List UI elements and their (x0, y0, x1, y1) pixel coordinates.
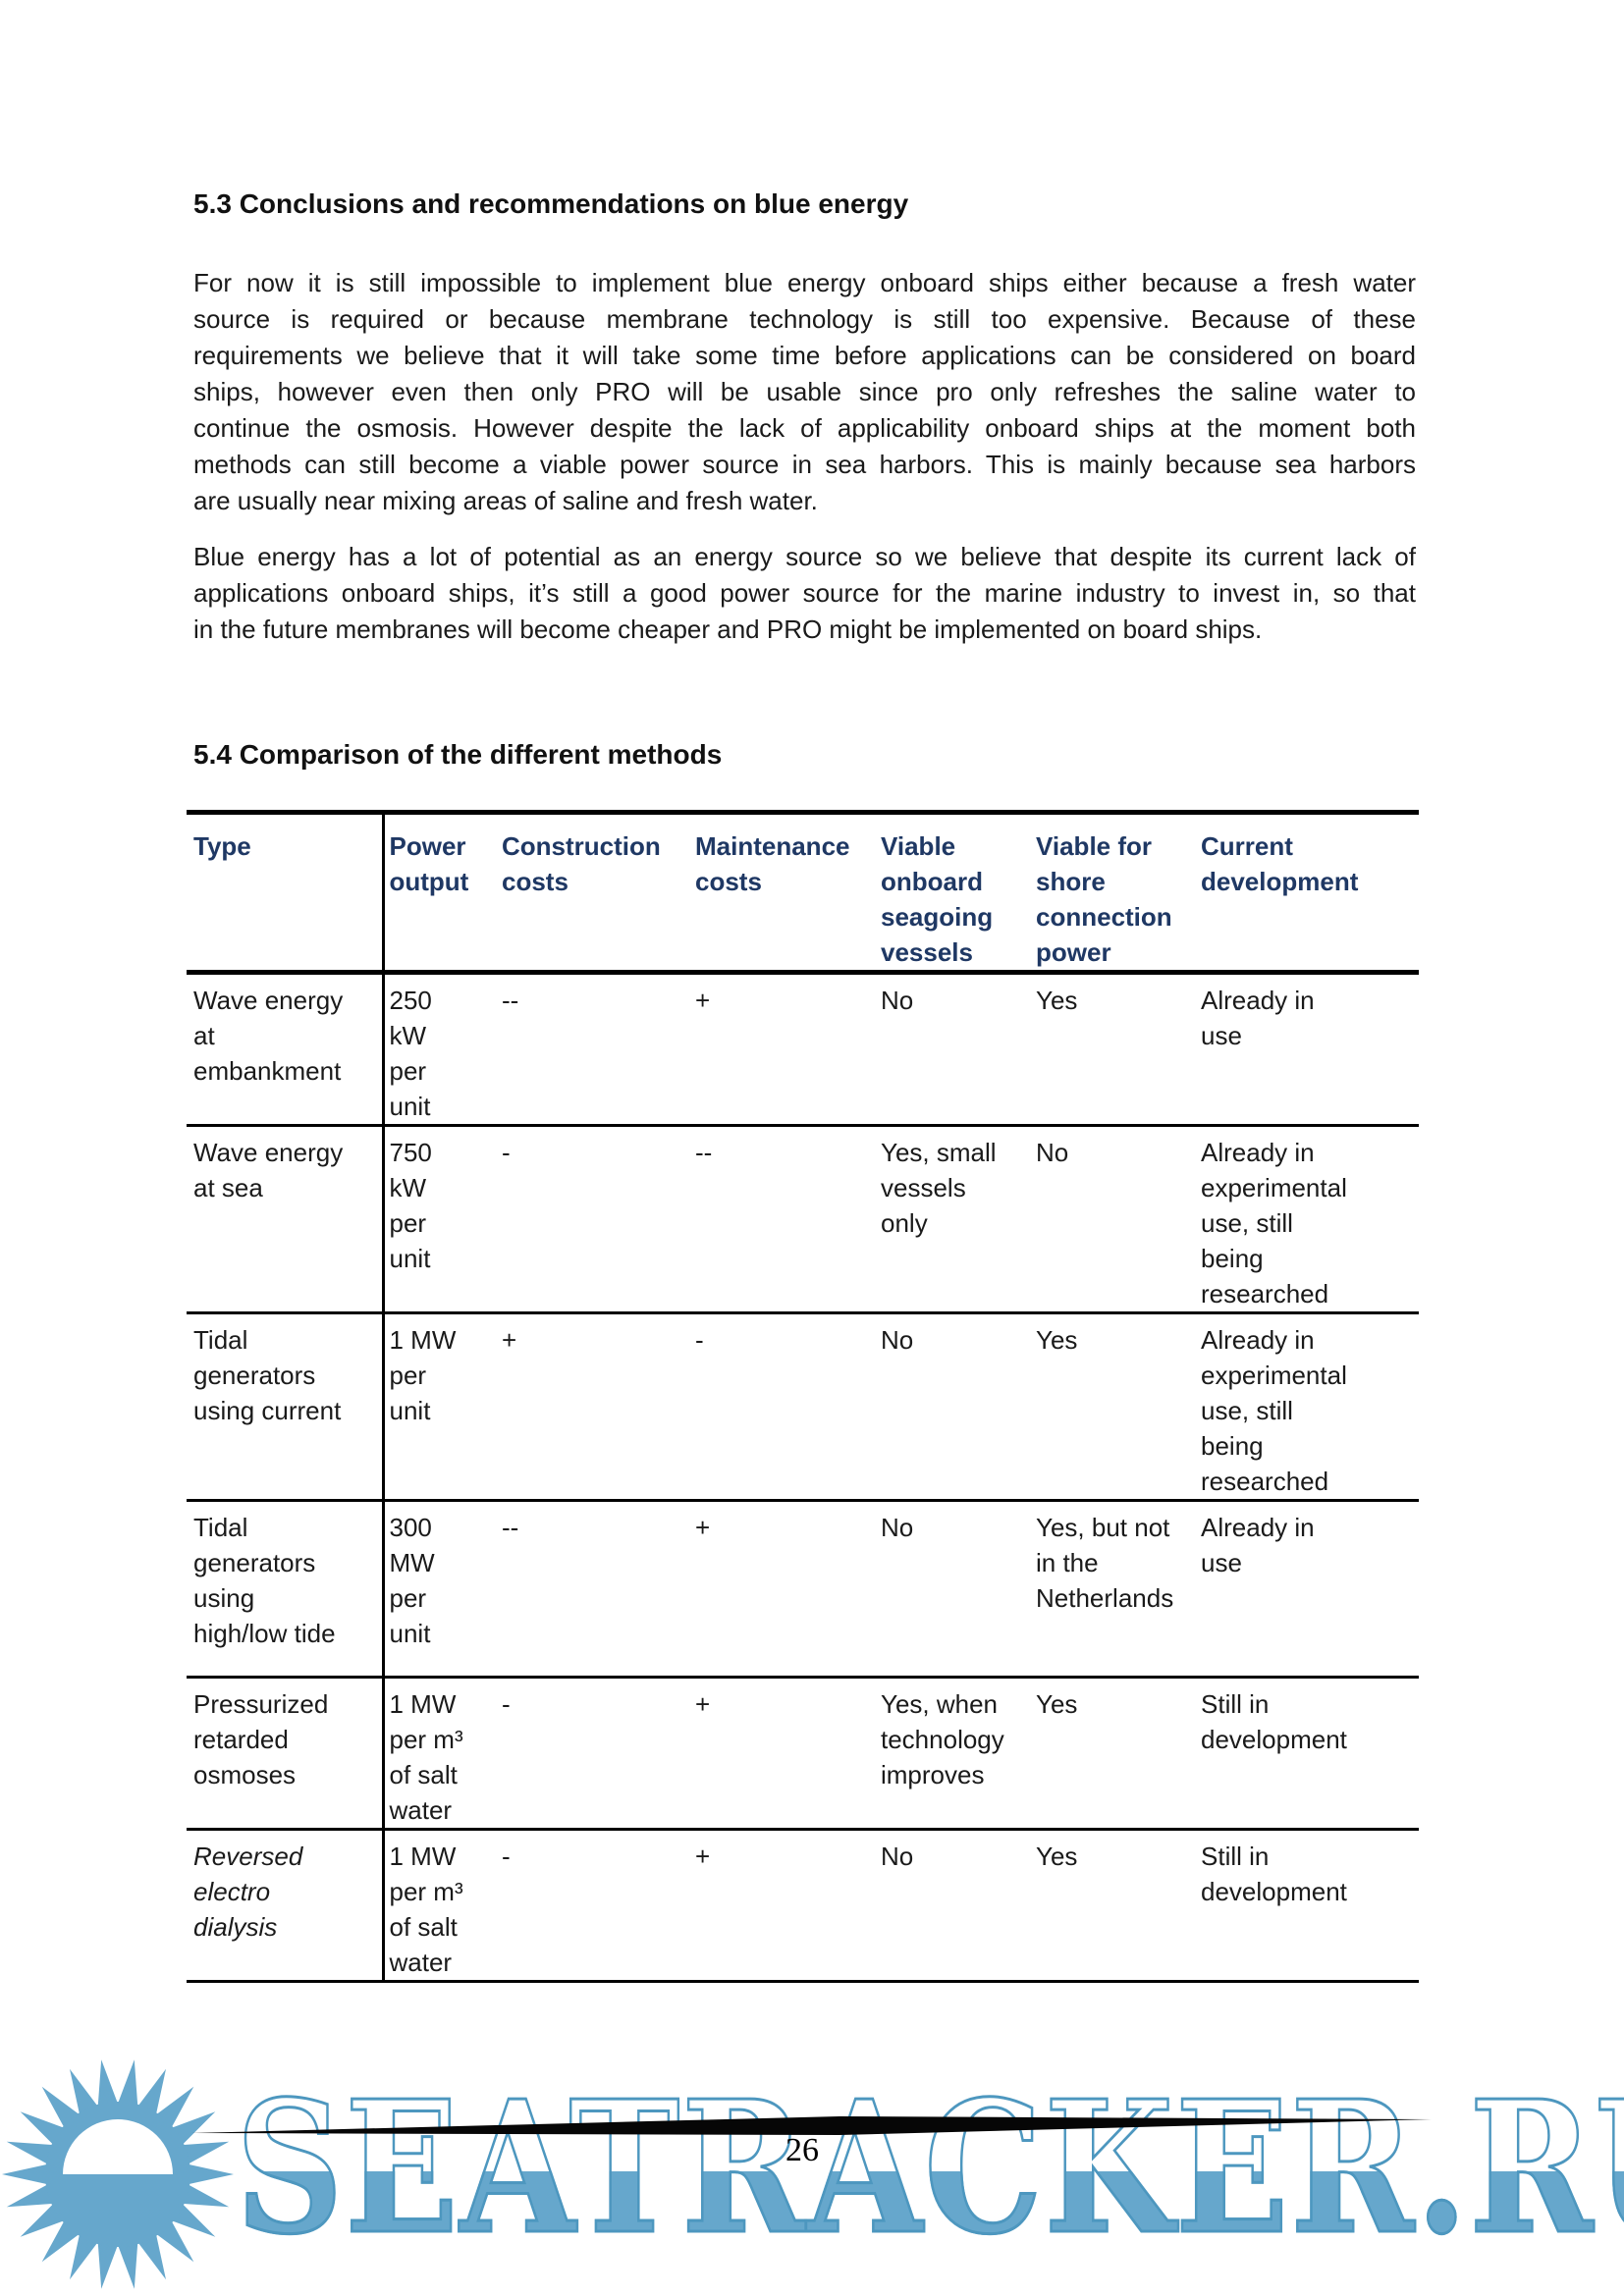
table-cell: Yes (1026, 972, 1201, 1127)
paragraph-2: Blue energy has a lot of potential as an… (193, 539, 1416, 648)
table-cell: No (874, 1312, 1026, 1502)
table-row: Wave energy at embankment 250 kW per uni… (187, 972, 1419, 1127)
sun-logo (2, 2059, 234, 2289)
sun-dome-icon (63, 2119, 173, 2174)
table-cell: - (502, 1677, 695, 1831)
table-row: Wave energy at sea 750 kW per unit - -- … (187, 1125, 1419, 1314)
table-cell: Still in development (1201, 1829, 1419, 1983)
table-cell: No (874, 1500, 1026, 1679)
header-viable-onboard: Viable onboard seagoing vessels (874, 812, 1026, 975)
paragraph-line: requirements we believe that it will tak… (193, 341, 1416, 370)
sun-rays-icon (2, 2059, 234, 2289)
table-cell: Pressurized retarded osmoses (187, 1677, 385, 1831)
table-cell: Tidal generators using high/low tide (187, 1500, 385, 1679)
paragraph-1: For now it is still impossible to implem… (193, 265, 1416, 519)
table-cell: No (1026, 1125, 1201, 1314)
page-number: 26 (785, 2132, 819, 2168)
table-cell: 250 kW per unit (383, 972, 502, 1127)
table-cell: Still in development (1201, 1677, 1419, 1831)
table-cell: Yes (1026, 1312, 1201, 1502)
paragraph-line: applications onboard ships, it’s still a… (193, 578, 1416, 608)
table-row: Tidal generators using current 1 MW per … (187, 1312, 1419, 1502)
paragraph-line: Blue energy has a lot of potential as an… (193, 542, 1416, 571)
header-construction-costs: Construction costs (502, 812, 695, 975)
table-cell: Already in use (1201, 972, 1419, 1127)
paragraph-line: in the future membranes will become chea… (193, 614, 1263, 644)
paragraph-line: ships, however even then only PRO will b… (193, 377, 1416, 406)
table-cell: No (874, 1829, 1026, 1983)
header-power-output: Power output (383, 812, 502, 975)
table-cell: + (695, 1500, 874, 1679)
table-cell: Yes, but not in the Netherlands (1026, 1500, 1201, 1679)
comparison-table: Type Power output Construction costs Mai… (187, 810, 1419, 1983)
table-cell: Tidal generators using current (187, 1312, 385, 1502)
table-cell: Yes, small vessels only (874, 1125, 1026, 1314)
table-cell: 1 MW per m³ of salt water (383, 1677, 502, 1831)
paragraph-line: source is required or because membrane t… (193, 304, 1416, 334)
table-cell: - (502, 1829, 695, 1983)
table-cell: - (695, 1312, 874, 1502)
paragraph-line: are usually near mixing areas of saline … (193, 486, 818, 515)
table-header-row: Type Power output Construction costs Mai… (187, 812, 1419, 975)
table-cell: Wave energy at embankment (187, 972, 385, 1127)
table-cell: -- (695, 1125, 874, 1314)
header-maintenance-costs: Maintenance costs (695, 812, 874, 975)
paragraph-line: For now it is still impossible to implem… (193, 268, 1416, 297)
section-5-4-heading: 5.4 Comparison of the different methods (193, 739, 723, 770)
table-cell: + (695, 1677, 874, 1831)
table-cell: Yes (1026, 1829, 1201, 1983)
table-cell: Yes (1026, 1677, 1201, 1831)
table-cell: + (502, 1312, 695, 1502)
table-cell: - (502, 1125, 695, 1314)
table-cell: 750 kW per unit (383, 1125, 502, 1314)
header-viable-shore: Viable for shore connection power (1026, 812, 1201, 975)
table-cell: 1 MW per m³ of salt water (383, 1829, 502, 1983)
table-cell: -- (502, 972, 695, 1127)
header-current-development: Current development (1201, 812, 1419, 975)
table-cell: 1 MW per unit (383, 1312, 502, 1502)
table-cell: Already in use (1201, 1500, 1419, 1679)
table-row: Pressurized retarded osmoses 1 MW per m³… (187, 1677, 1419, 1831)
table-cell: 300 MW per unit (383, 1500, 502, 1679)
table-cell: Already in experimental use, still being… (1201, 1312, 1419, 1502)
sun-disc-icon (45, 2102, 190, 2247)
table-cell: + (695, 972, 874, 1127)
table-cell: -- (502, 1500, 695, 1679)
table-cell: Yes, when technology improves (874, 1677, 1026, 1831)
paragraph-line: methods can still become a viable power … (193, 450, 1416, 479)
paragraph-line: continue the osmosis. However despite th… (193, 413, 1416, 443)
section-5-3-heading: 5.3 Conclusions and recommendations on b… (193, 188, 909, 219)
table-cell: Already in experimental use, still being… (1201, 1125, 1419, 1314)
table-cell: No (874, 972, 1026, 1127)
header-type: Type (187, 812, 385, 975)
seatracker-watermark: SEATRACKER.RU (235, 2075, 1624, 2260)
table-row: Tidal generators using high/low tide 300… (187, 1500, 1419, 1679)
table-cell: Wave energy at sea (187, 1125, 385, 1314)
table-row: Reversed electro dialysis 1 MW per m³ of… (187, 1829, 1419, 1983)
table-cell: + (695, 1829, 874, 1983)
table-cell: Reversed electro dialysis (187, 1829, 385, 1983)
